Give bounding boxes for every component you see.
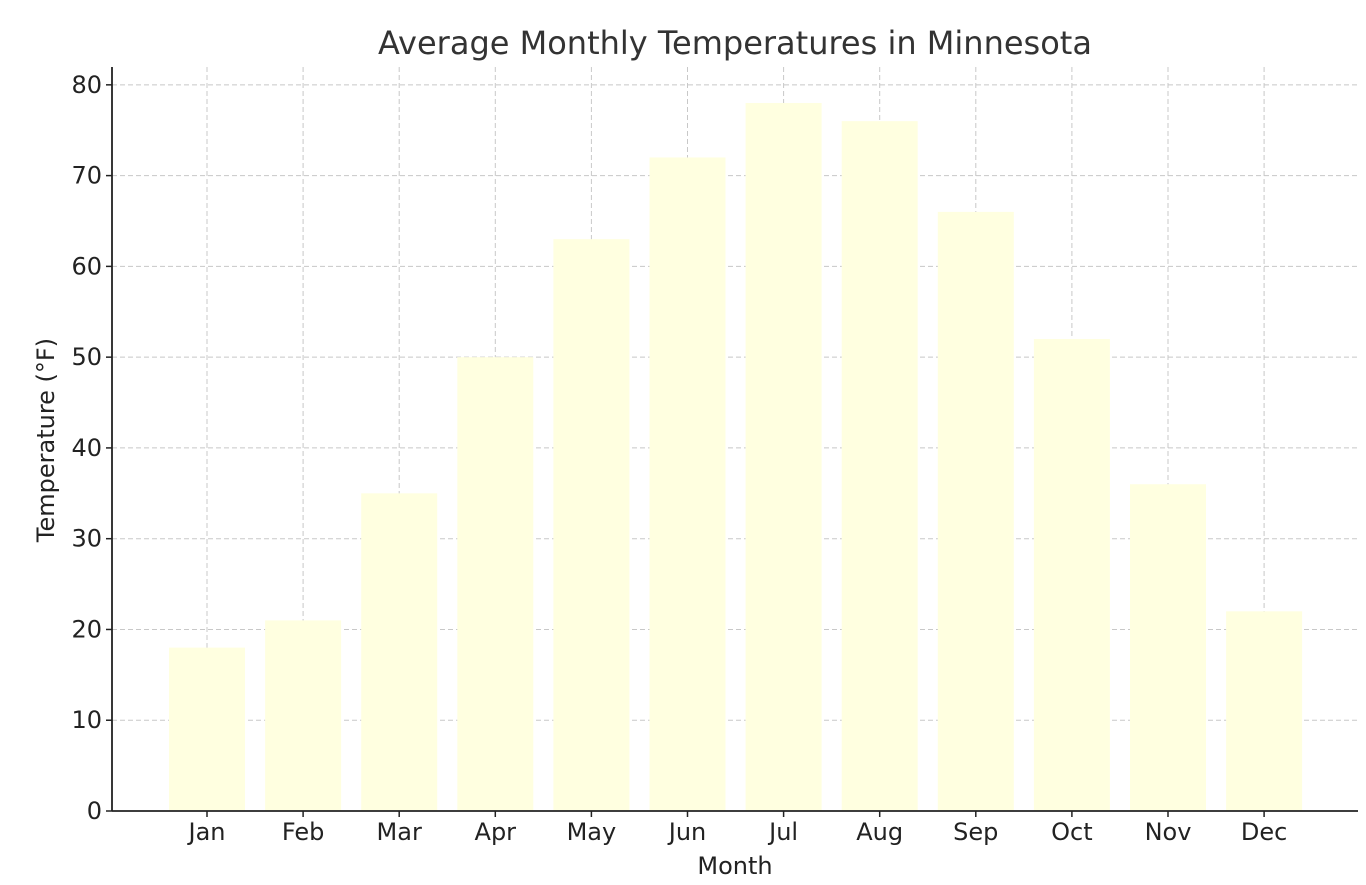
x-tick-label-mar: Mar	[377, 818, 422, 846]
bar-nov	[1130, 484, 1206, 811]
y-tick-label: 30	[71, 525, 102, 553]
bar-apr	[457, 357, 534, 811]
x-tick-label-aug: Aug	[856, 818, 903, 846]
bar-jan	[169, 647, 245, 811]
y-tick-label: 10	[71, 706, 102, 734]
y-tick-label: 40	[71, 434, 102, 462]
x-tick-label-sep: Sep	[953, 818, 998, 846]
bars	[169, 102, 1303, 812]
x-tick-label-jan: Jan	[187, 818, 226, 846]
x-tick-label-oct: Oct	[1051, 818, 1093, 846]
x-tick-label-may: May	[567, 818, 617, 846]
bar-mar	[361, 493, 438, 811]
x-tick-label-feb: Feb	[282, 818, 325, 846]
axes	[106, 67, 1358, 817]
bar-jul	[745, 102, 822, 811]
x-tick-label-nov: Nov	[1145, 818, 1192, 846]
bar-sep	[937, 211, 1014, 812]
x-tick-label-apr: Apr	[475, 818, 517, 846]
bar-may	[553, 239, 630, 812]
x-tick-label-jun: Jun	[667, 818, 707, 846]
y-axis-label: Temperature (°F)	[32, 338, 60, 543]
bar-feb	[265, 620, 342, 811]
bar-aug	[841, 121, 918, 811]
bar-jun	[649, 157, 726, 811]
y-tick-label: 60	[71, 252, 102, 280]
y-tick-label: 0	[87, 797, 102, 825]
y-tick-label: 50	[71, 343, 102, 371]
x-tick-label-jul: Jul	[767, 818, 798, 846]
x-axis-label: Month	[697, 852, 772, 880]
y-tick-label: 20	[71, 615, 102, 643]
y-tick-label: 80	[71, 71, 102, 99]
y-tick-label: 70	[71, 162, 102, 190]
x-tick-label-dec: Dec	[1241, 818, 1287, 846]
bar-oct	[1033, 338, 1110, 811]
bar-dec	[1226, 611, 1303, 811]
chart-title: Average Monthly Temperatures in Minnesot…	[378, 24, 1092, 62]
tick-labels: 0 10 20 30 40 50 60 70 80 Jan Feb Mar Apr May Jun Jul Au…	[71, 71, 1287, 846]
